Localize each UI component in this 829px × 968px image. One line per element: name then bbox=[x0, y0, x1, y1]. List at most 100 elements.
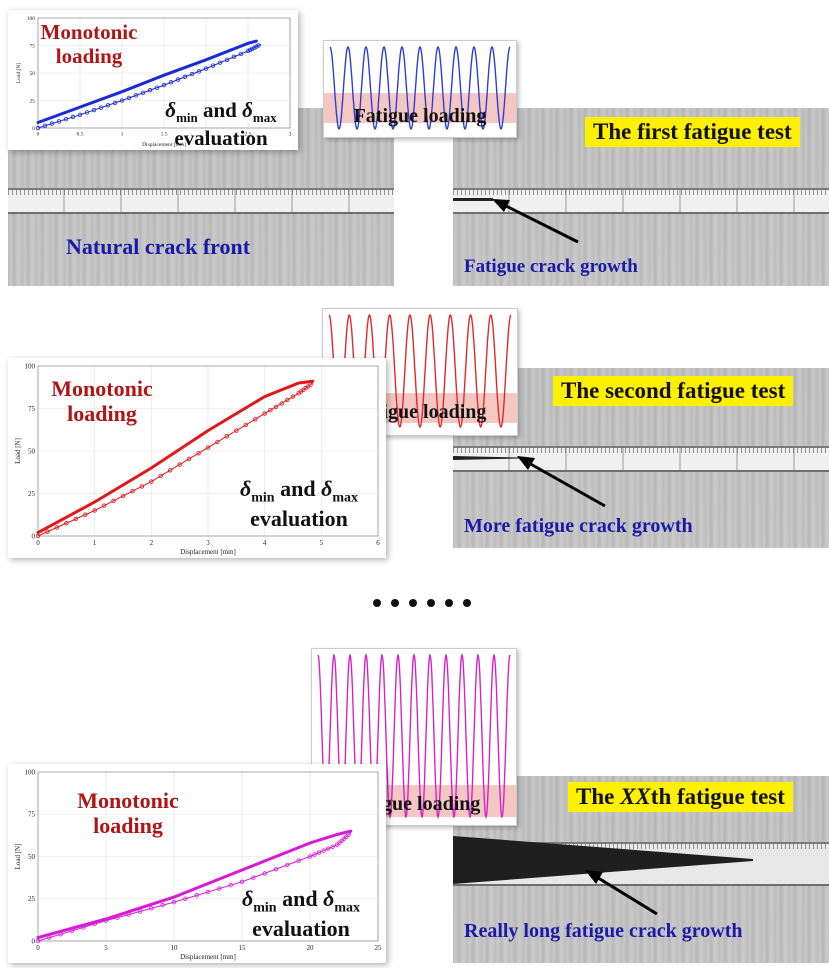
y-tick-label: 100 bbox=[25, 768, 36, 776]
unloading-curve-marker bbox=[231, 54, 237, 60]
unloading-curve bbox=[37, 43, 262, 129]
y-tick-label: 50 bbox=[28, 853, 36, 861]
y-tick-label: 25 bbox=[30, 98, 36, 104]
unloading-curve-marker bbox=[312, 852, 317, 857]
unloading-curve-marker bbox=[81, 925, 86, 930]
more-fatigue-crack-growth-label: More fatigue crack growth bbox=[464, 515, 693, 537]
wave-line bbox=[317, 652, 511, 820]
unloading-curve-marker bbox=[262, 411, 267, 416]
x-tick-label: 4 bbox=[263, 539, 267, 547]
unloading-curve-marker bbox=[203, 66, 209, 71]
y-tick-label: 75 bbox=[30, 43, 36, 49]
unloading-curve-marker bbox=[262, 871, 267, 876]
unloading-curve-marker bbox=[245, 48, 251, 54]
unloading-curve-marker bbox=[238, 51, 244, 57]
unloading-curve-marker bbox=[243, 422, 248, 428]
unloading-curve-marker bbox=[101, 503, 107, 508]
y-tick-label: 75 bbox=[28, 405, 36, 413]
unloading-curve-marker bbox=[256, 43, 261, 48]
unloading-curve-marker bbox=[224, 434, 230, 439]
unloading-curve-marker bbox=[215, 439, 220, 445]
natural-crack-front-label: Natural crack front bbox=[66, 234, 251, 259]
unloading-curve-marker bbox=[307, 854, 313, 859]
unloading-curve-marker bbox=[325, 846, 331, 851]
axes-frame bbox=[37, 365, 379, 537]
x-tick-label: 0 bbox=[36, 944, 40, 952]
ellipsis-dots bbox=[368, 594, 476, 612]
x-tick-label: 0 bbox=[36, 539, 40, 547]
unloading-curve-marker bbox=[63, 116, 69, 122]
unloading-curve-marker bbox=[186, 456, 192, 462]
x-tick-label: 0 bbox=[37, 132, 40, 138]
unloading-curve-marker bbox=[175, 77, 181, 82]
arrow-1 bbox=[492, 199, 579, 244]
x-tick-label: 2 bbox=[150, 539, 154, 547]
axes-frame bbox=[37, 771, 379, 942]
x-tick-label: 10 bbox=[171, 944, 179, 952]
unloading-curve-marker bbox=[254, 44, 259, 49]
unloading-curve-marker bbox=[91, 107, 97, 113]
loading-curve bbox=[36, 379, 315, 535]
unloading-curve-marker bbox=[308, 382, 313, 387]
arrow-2 bbox=[517, 456, 606, 508]
test-title-3: The XXth fatigue test bbox=[568, 782, 793, 812]
unloading-curve-marker bbox=[92, 508, 97, 513]
unloading-curve-marker bbox=[140, 90, 146, 95]
arrow-3 bbox=[585, 870, 658, 916]
y-tick-label: 100 bbox=[25, 362, 36, 370]
x-tick-label: 2.5 bbox=[245, 132, 252, 138]
unloading-curve-marker bbox=[316, 850, 322, 855]
unloading-curve-marker bbox=[330, 844, 335, 849]
fatigue-crack-growth-label: Fatigue crack growth bbox=[464, 256, 638, 277]
unloading-curve-marker bbox=[321, 848, 326, 853]
wave-line bbox=[329, 45, 511, 131]
x-axis-label: Displacement [mm] bbox=[180, 953, 236, 961]
ellipsis-dot bbox=[463, 599, 471, 607]
crack-wedge-2 bbox=[453, 456, 533, 460]
unloading-curve-marker bbox=[285, 862, 290, 868]
monotonic-label-1: Monotonic loading bbox=[40, 20, 138, 69]
x-tick-label: 0.5 bbox=[77, 132, 84, 138]
unloading-curve-marker bbox=[252, 45, 257, 50]
unloading-curve-marker bbox=[130, 489, 135, 494]
crack-wedge-1 bbox=[453, 198, 493, 201]
x-axis-label: Displacement [mm] bbox=[142, 142, 186, 148]
unloading-curve-marker bbox=[83, 512, 88, 517]
y-tick-label: 25 bbox=[28, 490, 36, 498]
unloading-curve-marker bbox=[45, 529, 50, 534]
unloading-curve-marker bbox=[210, 63, 216, 68]
ellipsis-dot bbox=[391, 599, 399, 607]
load-displacement-chart-2: 0 1 2 3 4 5 6 0 25 50 75 100 Displacement [mm] Load [… bbox=[8, 358, 386, 558]
unloading-curve-marker bbox=[251, 875, 256, 880]
unloading-curve-marker bbox=[119, 98, 125, 103]
unloading-curve-marker bbox=[296, 858, 301, 863]
unloading-curve-marker bbox=[111, 498, 116, 504]
ellipsis-dot bbox=[427, 599, 435, 607]
fatigue-wave-1 bbox=[329, 45, 511, 131]
unloading-curve-marker bbox=[105, 103, 111, 108]
unloading-curve-marker bbox=[279, 401, 284, 406]
y-tick-label: 25 bbox=[28, 895, 36, 903]
x-tick-label: 1 bbox=[93, 539, 97, 547]
unloading-curve-marker bbox=[73, 516, 78, 522]
test-title-2: The second fatigue test bbox=[553, 376, 794, 406]
loading-curve bbox=[36, 39, 258, 124]
unloading-curve-marker bbox=[196, 69, 202, 74]
y-tick-label: 0 bbox=[32, 126, 35, 132]
test-title-1: The first fatigue test bbox=[585, 117, 800, 147]
unloading-curve-marker bbox=[196, 451, 201, 456]
unloading-curve-marker bbox=[84, 110, 90, 115]
x-tick-label: 15 bbox=[239, 944, 247, 952]
unloading-curve-marker bbox=[234, 428, 239, 433]
unloading-curve-marker bbox=[168, 468, 173, 473]
x-tick-label: 5 bbox=[320, 539, 324, 547]
y-tick-label: 75 bbox=[28, 811, 36, 819]
unloading-curve-marker bbox=[217, 60, 223, 65]
unloading-curve-marker bbox=[158, 473, 163, 479]
unloading-curve-marker bbox=[346, 832, 351, 838]
x-tick-label: 5 bbox=[104, 944, 108, 952]
x-tick-label: 20 bbox=[307, 944, 315, 952]
x-tick-label: 2 bbox=[205, 132, 208, 138]
unloading-curve-marker bbox=[120, 493, 126, 499]
y-tick-label: 0 bbox=[32, 937, 36, 945]
